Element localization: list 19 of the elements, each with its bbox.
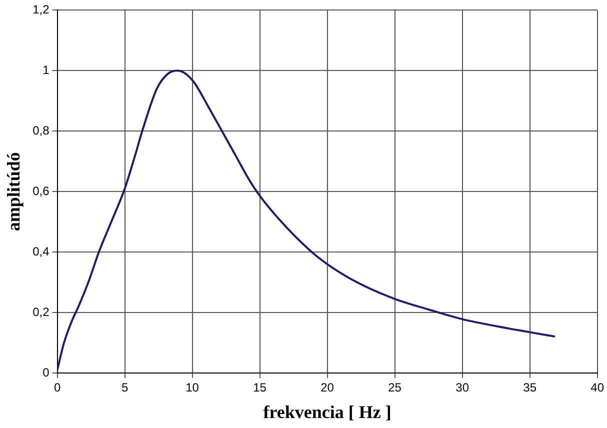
y-tick-label: 0,8 <box>32 123 50 138</box>
y-tick-label: 0,4 <box>32 244 50 258</box>
line-series <box>57 70 556 371</box>
x-tick-label: 0 <box>54 380 61 395</box>
y-axis-title: amplitúdó <box>3 152 24 232</box>
y-tick-label: 0,2 <box>32 304 50 319</box>
y-tick-label: 1,2 <box>32 2 50 17</box>
x-tick-label: 5 <box>121 380 128 395</box>
y-tick-label: 1 <box>42 62 50 77</box>
x-tick-label: 25 <box>388 380 402 395</box>
y-tick-label: 0 <box>42 365 50 380</box>
x-tick-label: 10 <box>186 380 200 395</box>
x-tick-label: 15 <box>253 380 267 395</box>
y-tick-label: 0,6 <box>32 184 50 198</box>
x-tick-label: 30 <box>456 380 470 395</box>
x-tick-label: 35 <box>523 380 537 395</box>
x-tick-label: 40 <box>590 380 604 395</box>
x-axis-title: frekvencia [ Hz ] <box>263 402 392 422</box>
x-tick-label: 20 <box>320 380 334 395</box>
